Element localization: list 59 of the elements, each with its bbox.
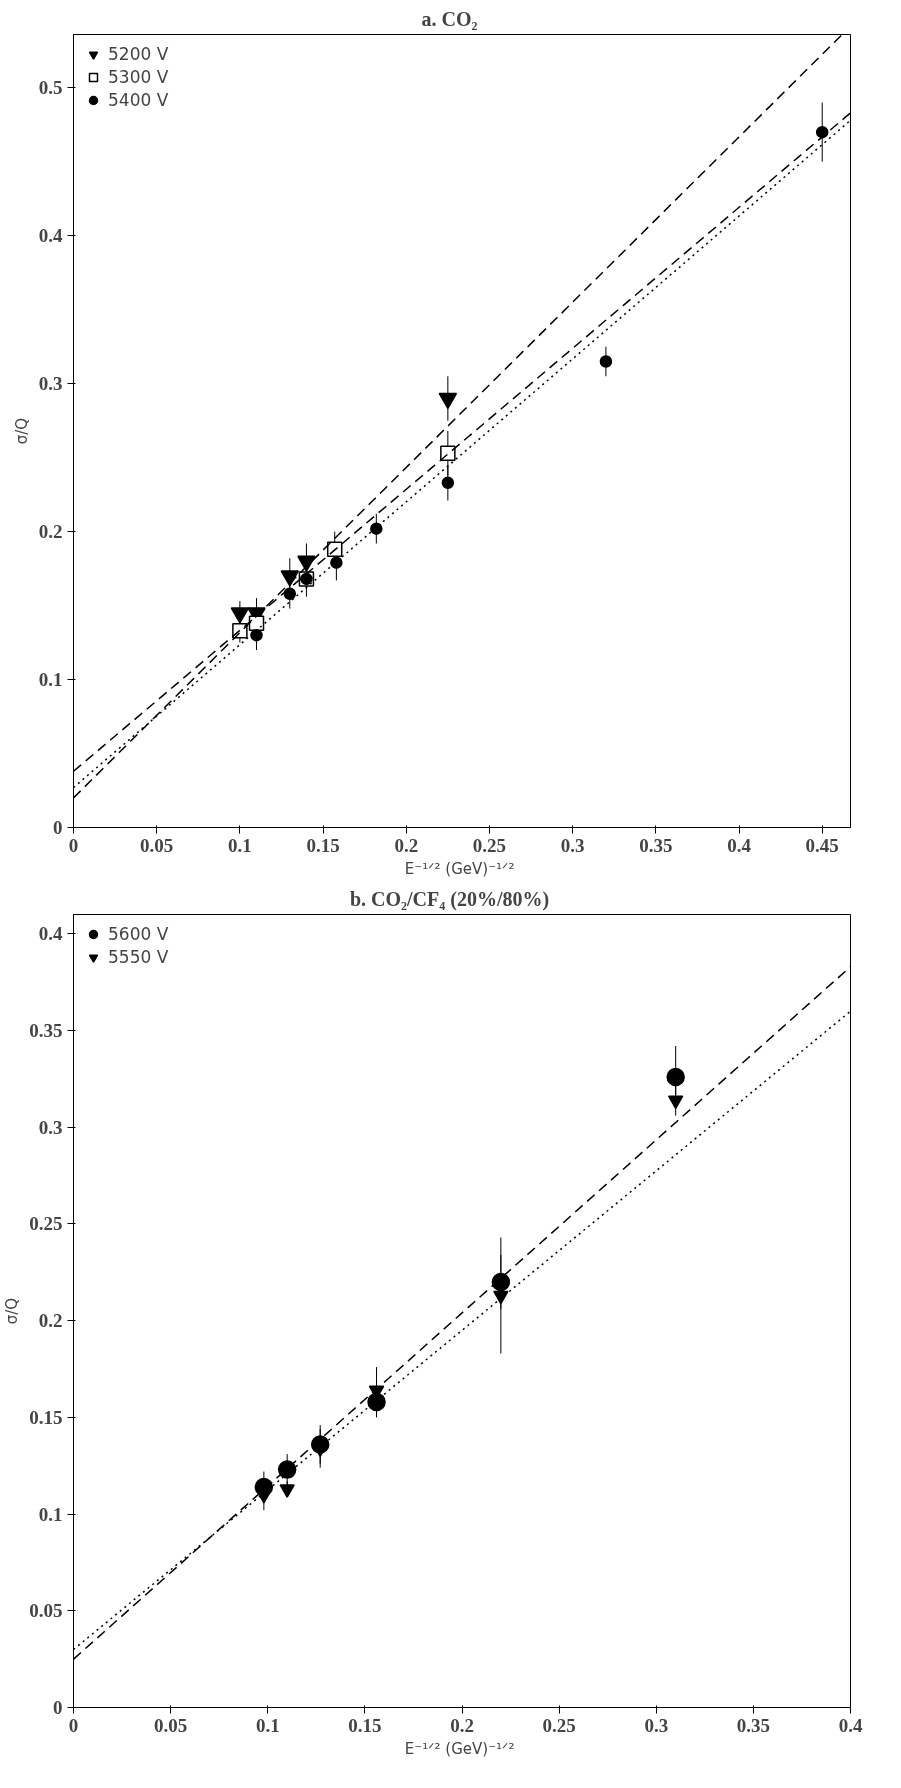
point: [493, 1290, 509, 1305]
x-tick-label: 0.3: [560, 834, 585, 856]
point: [370, 522, 383, 535]
point: [599, 355, 613, 368]
legend-label: 5300 V: [108, 67, 169, 87]
legend-label: 5200 V: [108, 44, 169, 64]
x-tick-label: 0.35: [639, 834, 673, 856]
y-tick-label: 0.4: [38, 923, 63, 945]
x-tick-label: 0.25: [542, 1714, 576, 1736]
point: [666, 1067, 685, 1087]
y-tick-label: 0.4: [38, 225, 63, 247]
legend-label: 5600 V: [108, 924, 169, 944]
x-tick-label: 0.15: [348, 1714, 382, 1736]
y-tick-label: 0.1: [38, 669, 63, 691]
y-tick-label: 0.25: [29, 1213, 63, 1235]
y-tick-label: 0.5: [38, 77, 63, 99]
x-axis-title: E⁻¹ᐟ² (GeV)⁻¹ᐟ²: [404, 1739, 515, 1758]
point: [279, 1484, 295, 1498]
chart-title: b. CO₂/CF₄ (20%/80%): [349, 887, 550, 911]
x-tick-label: 0.4: [727, 834, 752, 856]
x-tick-label: 0.2: [450, 1714, 474, 1736]
x-tick-label: 0.05: [140, 834, 174, 856]
y-tick-label: 0.2: [38, 521, 63, 543]
y-tick-label: 0.35: [29, 1020, 63, 1042]
point: [815, 125, 829, 139]
x-tick-label: 0: [68, 834, 79, 856]
x-tick-label: 0.2: [394, 834, 419, 856]
y-axis-title: σ/Q: [12, 417, 31, 445]
point: [283, 587, 297, 600]
y-axis-title: σ/Q: [3, 1297, 22, 1325]
x-tick-label: 0.3: [644, 1714, 669, 1736]
x-tick-label: 0.25: [472, 834, 507, 856]
x-axis-title: E⁻¹ᐟ² (GeV)⁻¹ᐟ²: [404, 859, 515, 878]
y-tick-label: 0.3: [38, 373, 63, 395]
legend-label: 5400 V: [108, 90, 169, 110]
x-tick-label: 0.05: [154, 1714, 188, 1736]
point: [441, 476, 455, 490]
y-tick-label: 0.1: [38, 1503, 63, 1525]
point: [667, 1095, 684, 1110]
point: [491, 1272, 511, 1292]
y-tick-label: 0.3: [38, 1116, 63, 1138]
x-tick-label: 0.1: [228, 834, 252, 856]
legend-label: 5550 V: [108, 947, 169, 967]
x-tick-label: 0.45: [805, 834, 839, 856]
y-tick-label: 0: [53, 1697, 63, 1718]
x-tick-label: 0.4: [838, 1714, 863, 1736]
y-tick-label: 0.05: [29, 1600, 63, 1622]
y-tick-label: 0: [53, 817, 63, 838]
x-tick-label: 0.15: [306, 834, 340, 856]
point: [256, 1489, 272, 1504]
x-tick-label: 0: [68, 1714, 79, 1736]
point: [250, 628, 263, 642]
chart-title: a. CO₂: [421, 7, 478, 30]
y-tick-label: 0.15: [29, 1406, 63, 1428]
point: [440, 445, 456, 461]
x-tick-label: 0.35: [736, 1714, 770, 1736]
x-tick-label: 0.1: [255, 1714, 280, 1736]
y-tick-label: 0.2: [38, 1310, 63, 1332]
point: [330, 556, 343, 569]
